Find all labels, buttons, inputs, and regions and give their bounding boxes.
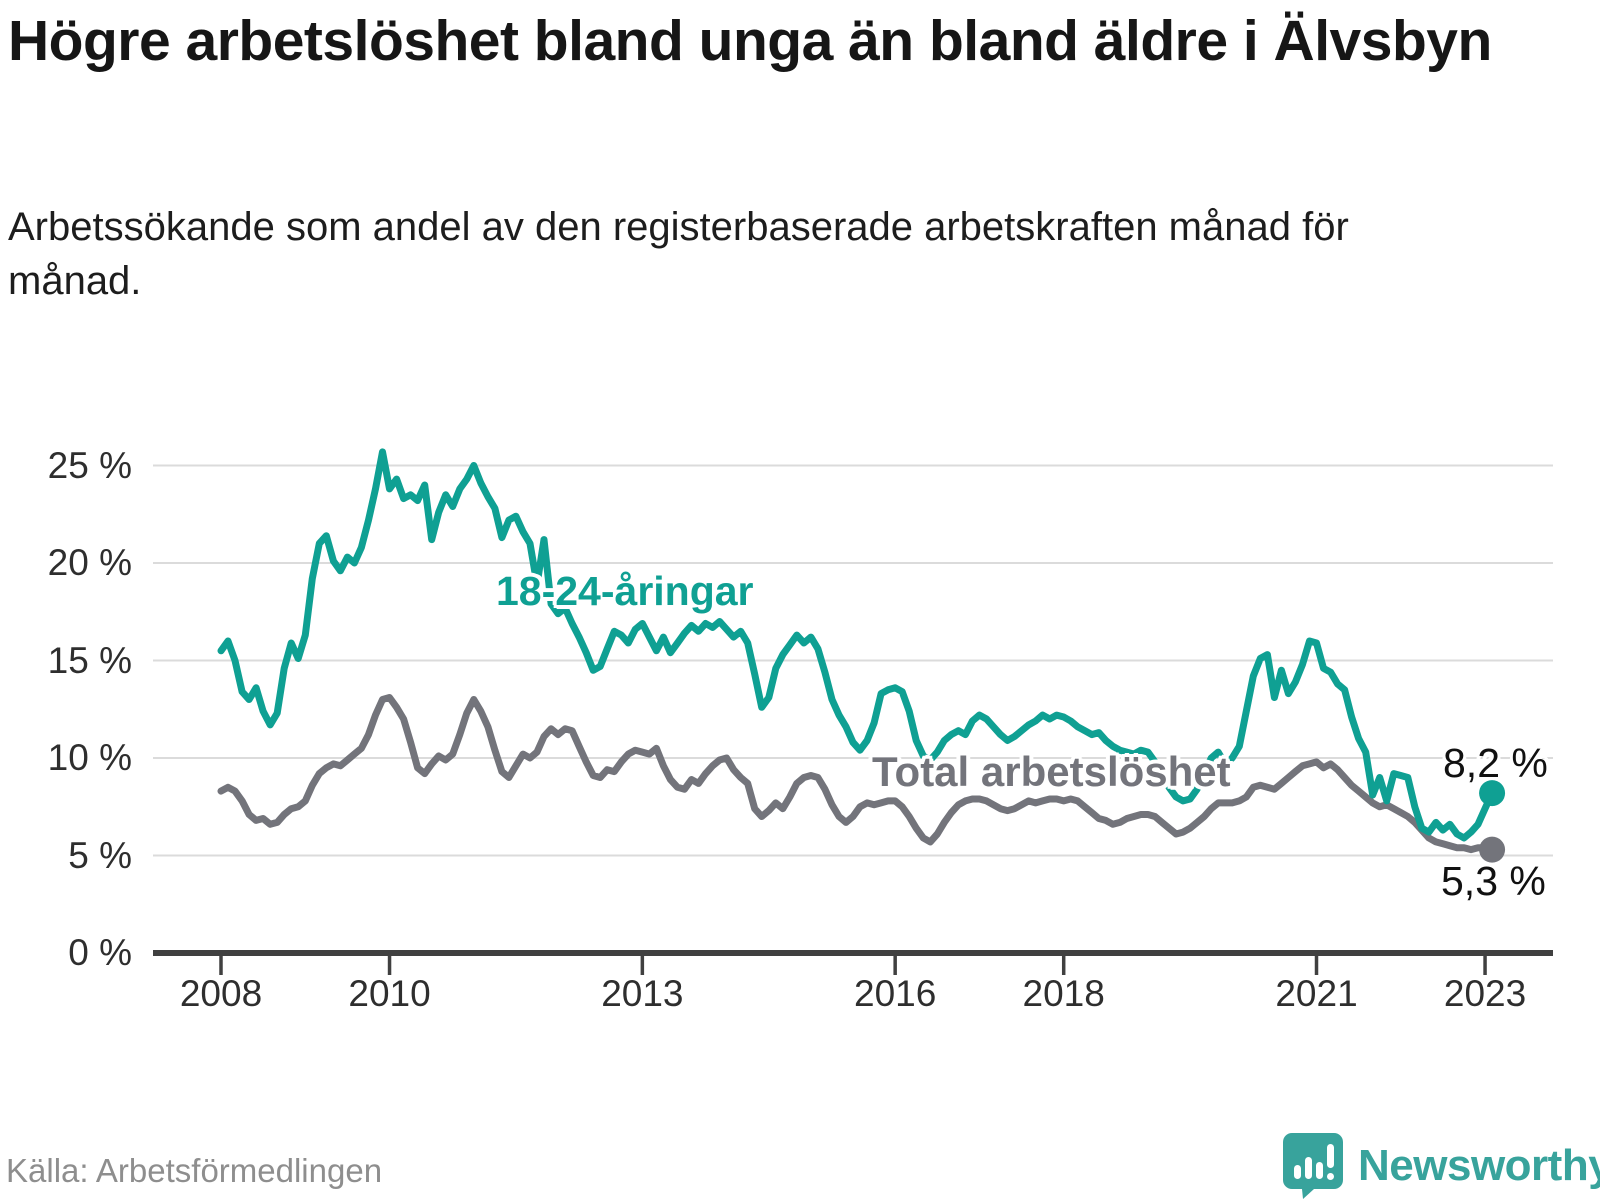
series-label-total: Total arbetslöshet	[872, 748, 1231, 795]
newsworthy-wordmark: Newsworthy	[1358, 1141, 1600, 1190]
y-tick-label: 10 %	[47, 737, 132, 778]
newsworthy-brand: Newsworthy	[1282, 1132, 1600, 1200]
y-tick-label: 15 %	[47, 639, 132, 681]
series-end-dot-youth	[1479, 780, 1506, 807]
end-value-label-total: 5,3 %	[1441, 858, 1546, 904]
y-tick-label: 25 %	[47, 444, 132, 486]
y-tick-label: 0 %	[68, 932, 132, 973]
page-title: Högre arbetslöshet bland unga än bland ä…	[8, 9, 1492, 73]
y-tick-label: 20 %	[47, 542, 132, 583]
series-label-youth: 18-24-åringar	[496, 568, 754, 614]
end-value-label-youth: 8,2 %	[1443, 740, 1548, 786]
y-tick-label: 5 %	[68, 834, 132, 876]
subtitle: Arbetssökande som andel av den registerb…	[8, 205, 1349, 303]
series-line-youth	[217, 448, 1496, 842]
x-tick-label: 2023	[1443, 973, 1527, 1014]
x-tick-label: 2008	[179, 973, 263, 1014]
x-tick-label: 2013	[601, 973, 684, 1014]
source-note: Källa: Arbetsförmedlingen	[6, 1152, 383, 1189]
x-tick-label: 2016	[854, 973, 937, 1014]
series-end-dot-total	[1479, 836, 1506, 863]
x-tick-label: 2010	[348, 973, 431, 1014]
x-tick-label: 2018	[1022, 973, 1105, 1014]
x-tick-label: 2021	[1275, 973, 1358, 1014]
newsworthy-logo-icon	[1283, 1133, 1343, 1199]
series-line-total	[217, 694, 1496, 854]
